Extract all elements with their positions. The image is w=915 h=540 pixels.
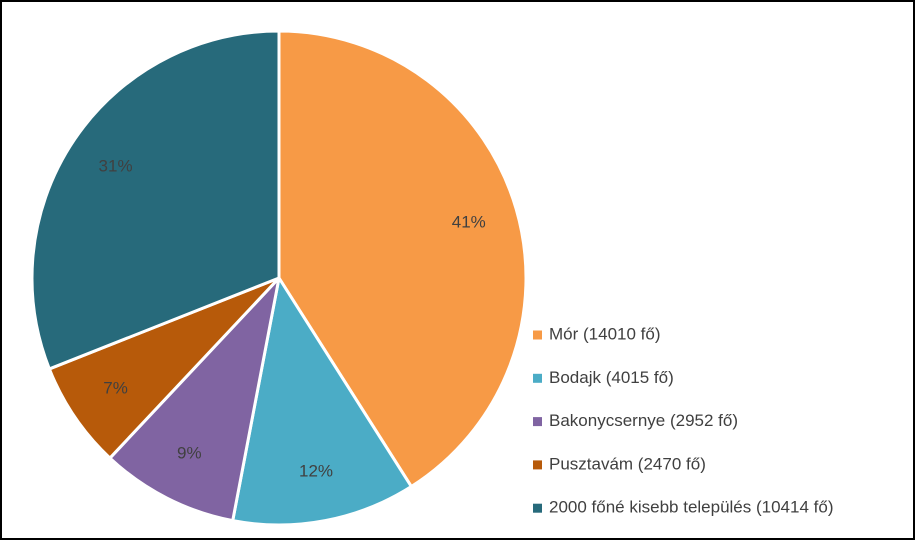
legend-swatch — [533, 330, 542, 340]
legend-label: Bakonycsernye (2952 fő) — [549, 411, 738, 430]
data-label: 12% — [299, 462, 333, 481]
legend-label: 2000 főné kisebb település (10414 fő) — [549, 498, 833, 517]
pie-slice — [108, 276, 281, 523]
legend-swatch — [533, 417, 542, 427]
legend-label: Pusztavám (2470 fő) — [549, 454, 706, 473]
legend-swatch — [533, 373, 542, 383]
legend-label: Mór (14010 fő) — [549, 324, 661, 343]
data-label: 7% — [103, 379, 128, 398]
pie-slice — [47, 276, 281, 460]
pie-slice — [231, 276, 413, 527]
legend-label: Bodajk (4015 fő) — [549, 368, 674, 387]
pie-slice — [30, 29, 281, 371]
legend-swatch — [533, 503, 542, 513]
data-label: 9% — [177, 444, 202, 463]
data-label: 41% — [452, 212, 486, 231]
data-label: 31% — [99, 156, 133, 175]
legend-swatch — [533, 460, 542, 470]
